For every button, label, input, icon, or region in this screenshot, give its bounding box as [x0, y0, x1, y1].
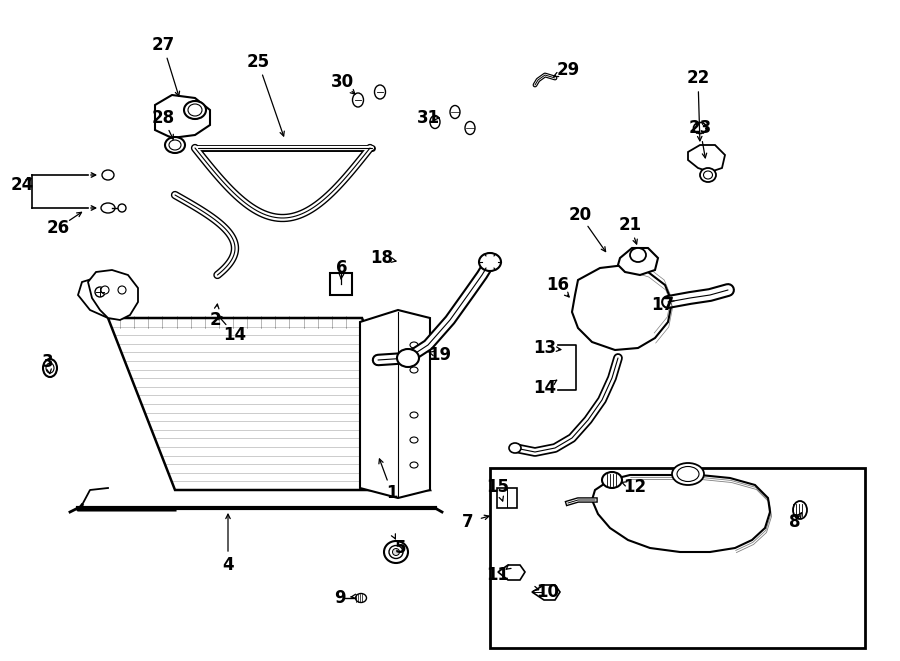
Polygon shape	[618, 248, 658, 275]
Polygon shape	[572, 265, 672, 350]
Ellipse shape	[430, 116, 440, 128]
Ellipse shape	[118, 286, 126, 294]
Text: 3: 3	[42, 353, 54, 371]
Text: 11: 11	[487, 566, 509, 584]
Text: 15: 15	[487, 478, 509, 496]
Ellipse shape	[356, 594, 366, 602]
Ellipse shape	[102, 170, 114, 180]
Text: 28: 28	[151, 109, 175, 127]
Text: 19: 19	[428, 346, 452, 364]
Ellipse shape	[118, 204, 126, 212]
Polygon shape	[88, 270, 138, 320]
Ellipse shape	[101, 203, 115, 213]
Text: 10: 10	[536, 583, 560, 601]
Ellipse shape	[793, 501, 807, 519]
Text: 16: 16	[546, 276, 570, 294]
Bar	[497, 488, 517, 508]
Ellipse shape	[465, 122, 475, 134]
Ellipse shape	[95, 287, 105, 297]
Ellipse shape	[704, 171, 713, 179]
Ellipse shape	[672, 463, 704, 485]
Text: 27: 27	[151, 36, 175, 54]
Polygon shape	[532, 585, 560, 600]
Text: 21: 21	[618, 216, 642, 234]
Polygon shape	[155, 95, 210, 138]
Polygon shape	[688, 145, 725, 172]
Text: 12: 12	[624, 478, 646, 496]
Ellipse shape	[374, 85, 385, 99]
Text: 2: 2	[209, 311, 220, 329]
Text: 1: 1	[386, 484, 398, 502]
Text: 29: 29	[556, 61, 580, 79]
Ellipse shape	[694, 122, 706, 134]
Text: 14: 14	[534, 379, 556, 397]
Polygon shape	[78, 278, 130, 318]
Ellipse shape	[677, 467, 699, 481]
Bar	[330, 273, 352, 295]
Text: 14: 14	[223, 326, 247, 344]
Text: 9: 9	[334, 589, 346, 607]
Ellipse shape	[384, 541, 408, 563]
Text: 5: 5	[394, 539, 406, 557]
Polygon shape	[108, 318, 430, 490]
Ellipse shape	[101, 286, 109, 294]
Ellipse shape	[630, 248, 646, 262]
Text: 25: 25	[247, 53, 270, 71]
Ellipse shape	[450, 106, 460, 118]
Ellipse shape	[184, 101, 206, 119]
Ellipse shape	[165, 137, 185, 153]
Ellipse shape	[479, 253, 501, 271]
Text: 22: 22	[687, 69, 709, 87]
Polygon shape	[592, 475, 770, 552]
Text: 8: 8	[789, 513, 801, 531]
Text: 18: 18	[371, 249, 393, 267]
Text: 23: 23	[688, 119, 712, 137]
Ellipse shape	[43, 359, 57, 377]
Text: 7: 7	[463, 513, 473, 531]
Polygon shape	[360, 310, 430, 498]
Text: 6: 6	[337, 259, 347, 277]
Ellipse shape	[700, 168, 716, 182]
Text: 26: 26	[47, 219, 69, 237]
Text: 24: 24	[11, 176, 33, 194]
Text: 20: 20	[569, 206, 591, 224]
Ellipse shape	[509, 443, 521, 453]
Bar	[490, 468, 865, 648]
Ellipse shape	[169, 140, 181, 150]
Text: 31: 31	[417, 109, 439, 127]
Polygon shape	[498, 565, 525, 580]
Text: 30: 30	[330, 73, 354, 91]
Ellipse shape	[389, 545, 403, 559]
Ellipse shape	[397, 349, 419, 367]
Text: 17: 17	[652, 296, 675, 314]
Text: 13: 13	[534, 339, 556, 357]
Ellipse shape	[188, 104, 202, 116]
Ellipse shape	[353, 93, 364, 107]
Ellipse shape	[602, 472, 622, 488]
Text: 4: 4	[222, 556, 234, 574]
Ellipse shape	[46, 363, 54, 373]
Ellipse shape	[392, 549, 400, 555]
